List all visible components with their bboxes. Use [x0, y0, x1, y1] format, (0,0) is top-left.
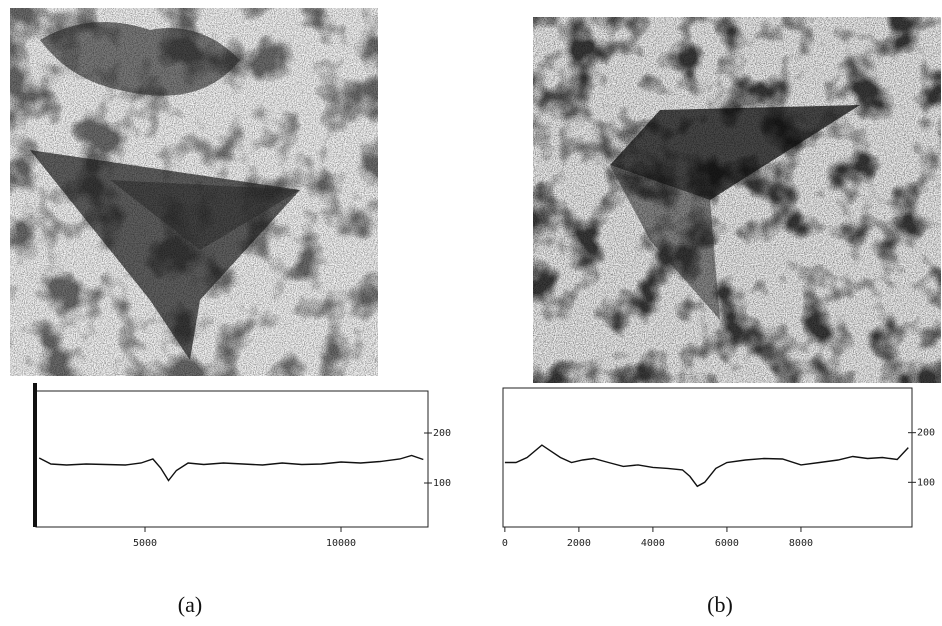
- profile-line: [38, 454, 424, 482]
- x-tick-label: 0: [502, 538, 508, 549]
- caption: (b): [707, 592, 733, 617]
- x-tick-label: 5000: [133, 538, 157, 549]
- y-tick-label: 200: [917, 428, 935, 439]
- y-tick-label: 100: [433, 478, 451, 489]
- x-tick-label: 10000: [326, 538, 356, 549]
- profile-line: [504, 444, 909, 488]
- x-tick-label: 4000: [641, 538, 665, 549]
- y-tick-label: 200: [433, 428, 451, 439]
- plot-frame: [35, 390, 429, 528]
- y-tick-label: 100: [917, 477, 935, 488]
- x-tick-label: 2000: [567, 538, 591, 549]
- plot-frame: [502, 387, 913, 528]
- caption: (a): [178, 592, 202, 617]
- afm-image-b: [533, 17, 941, 383]
- afm-image-a: [10, 8, 378, 376]
- left-bar: [33, 383, 37, 527]
- x-tick-label: 8000: [789, 538, 813, 549]
- x-tick-label: 6000: [715, 538, 739, 549]
